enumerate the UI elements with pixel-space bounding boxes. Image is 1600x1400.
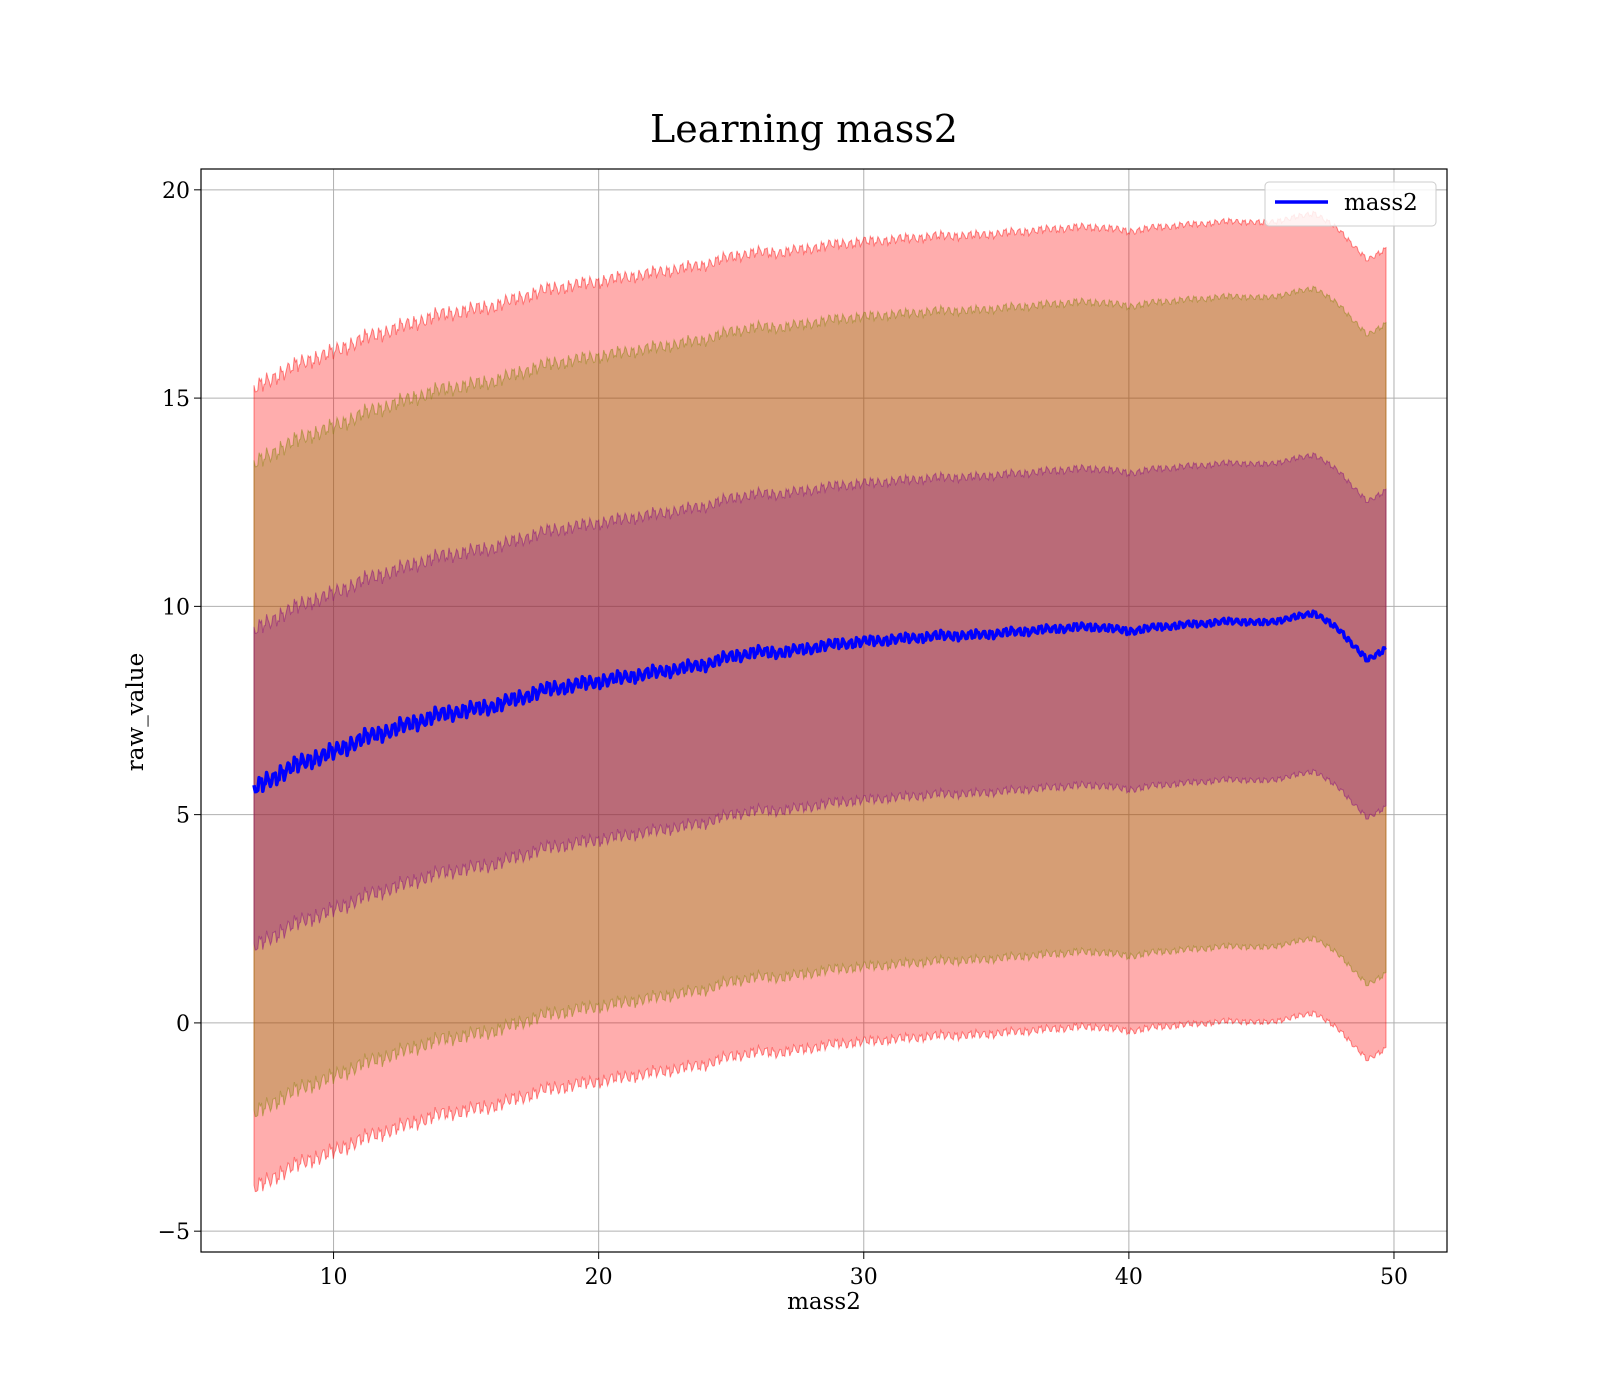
series-line-mass2 (252, 609, 1387, 794)
shaded-band-2 (253, 285, 1387, 1118)
legend-box (1264, 181, 1437, 227)
y-tick-label: 20 (162, 179, 190, 204)
y-tick-label: 15 (162, 387, 190, 412)
series-lines (252, 609, 1387, 794)
x-tick-label: 50 (1380, 1265, 1408, 1290)
legend: mass2 (1264, 181, 1437, 227)
grid-lines (201, 169, 1447, 1252)
shaded-band-3 (253, 210, 1387, 1193)
y-tick-label: 10 (162, 595, 190, 620)
x-tick-label: 30 (850, 1265, 878, 1290)
y-axis-ticks: −5 0 5 10 15 20 (158, 179, 201, 1245)
plot-frame (200, 168, 1448, 1253)
x-axis-label: mass2 (787, 1289, 861, 1315)
y-tick-label: 5 (176, 804, 190, 829)
chart-title: Learning mass2 (650, 107, 958, 151)
x-tick-label: 10 (320, 1265, 348, 1290)
y-tick-label: 0 (176, 1012, 190, 1037)
legend-label: mass2 (1344, 190, 1418, 216)
y-axis-label: raw_value (123, 653, 149, 771)
x-tick-label: 20 (585, 1265, 613, 1290)
shaded-bands (253, 210, 1387, 1193)
plot-background (201, 169, 1447, 1252)
x-axis-ticks: 10 20 30 40 50 (320, 1252, 1408, 1290)
y-tick-label: −5 (158, 1220, 190, 1245)
shaded-band-1 (253, 452, 1387, 951)
x-tick-label: 40 (1115, 1265, 1143, 1290)
